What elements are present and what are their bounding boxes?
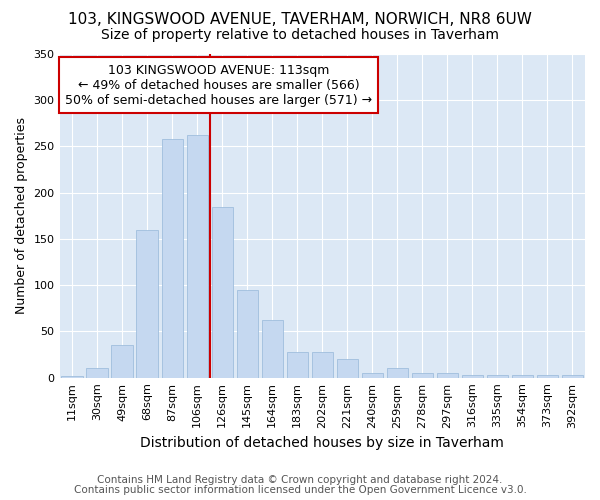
Bar xyxy=(187,136,208,378)
Bar xyxy=(136,230,158,378)
Text: Contains public sector information licensed under the Open Government Licence v3: Contains public sector information licen… xyxy=(74,485,526,495)
Bar xyxy=(412,373,433,378)
Bar xyxy=(562,375,583,378)
Bar xyxy=(86,368,108,378)
Bar xyxy=(61,376,83,378)
Bar xyxy=(437,373,458,378)
X-axis label: Distribution of detached houses by size in Taverham: Distribution of detached houses by size … xyxy=(140,436,504,450)
Bar xyxy=(262,320,283,378)
Bar xyxy=(311,352,333,378)
Bar xyxy=(236,290,258,378)
Text: Contains HM Land Registry data © Crown copyright and database right 2024.: Contains HM Land Registry data © Crown c… xyxy=(97,475,503,485)
Bar xyxy=(387,368,408,378)
Bar xyxy=(362,373,383,378)
Y-axis label: Number of detached properties: Number of detached properties xyxy=(15,118,28,314)
Bar xyxy=(487,375,508,378)
Bar xyxy=(112,346,133,378)
Bar xyxy=(337,359,358,378)
Bar xyxy=(287,352,308,378)
Bar xyxy=(462,375,483,378)
Bar xyxy=(512,375,533,378)
Text: Size of property relative to detached houses in Taverham: Size of property relative to detached ho… xyxy=(101,28,499,42)
Text: 103, KINGSWOOD AVENUE, TAVERHAM, NORWICH, NR8 6UW: 103, KINGSWOOD AVENUE, TAVERHAM, NORWICH… xyxy=(68,12,532,28)
Text: 103 KINGSWOOD AVENUE: 113sqm
← 49% of detached houses are smaller (566)
50% of s: 103 KINGSWOOD AVENUE: 113sqm ← 49% of de… xyxy=(65,64,372,106)
Bar xyxy=(212,206,233,378)
Bar xyxy=(537,375,558,378)
Bar xyxy=(161,139,183,378)
